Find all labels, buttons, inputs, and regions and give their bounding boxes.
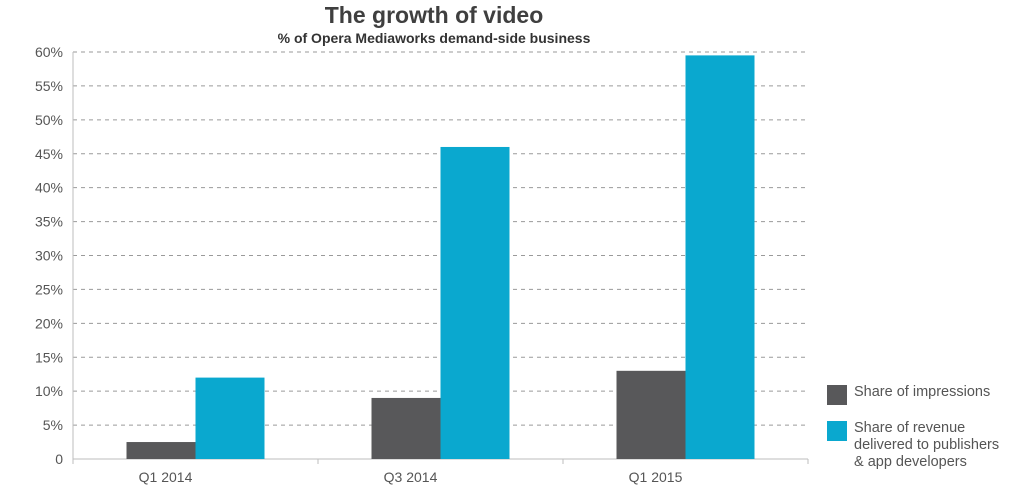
chart-title: The growth of video	[324, 2, 544, 28]
chart-subtitle: % of Opera Mediaworks demand-side busine…	[277, 30, 591, 46]
legend-item-revenue: Share of revenue delivered to publishers…	[827, 420, 1017, 471]
y-tick-label: 20%	[35, 315, 63, 331]
y-tick-label: 5%	[43, 417, 63, 433]
bar-revenue	[685, 55, 755, 460]
legend-label-revenue-line2: delivered to publishers	[854, 437, 1000, 453]
y-tick-label: 10%	[35, 383, 63, 399]
legend-label-revenue-line1: Share of revenue	[854, 420, 966, 436]
legend-label-revenue-line3: & app developers	[854, 454, 967, 470]
y-tick-label: 0	[55, 451, 63, 467]
bar-impressions	[371, 397, 441, 459]
y-tick-label: 30%	[35, 248, 63, 264]
legend-swatch-impressions	[827, 385, 847, 405]
x-tick-label: Q1 2014	[139, 469, 193, 485]
y-tick-label: 55%	[35, 78, 63, 94]
y-tick-label: 50%	[35, 112, 63, 128]
y-tick-label: 25%	[35, 281, 63, 297]
x-tick-label: Q3 2014	[384, 469, 438, 485]
y-tick-label: 60%	[35, 44, 63, 60]
bar-impressions	[616, 370, 686, 459]
bar-revenue	[440, 146, 510, 459]
y-tick-label: 35%	[35, 214, 63, 230]
legend-item-impressions: Share of impressions	[827, 384, 1017, 405]
x-tick-label: Q1 2015	[629, 469, 683, 485]
bar-impressions	[126, 442, 196, 459]
y-tick-label: 45%	[35, 146, 63, 162]
y-tick-label: 40%	[35, 180, 63, 196]
legend-label-impressions: Share of impressions	[854, 384, 991, 400]
legend: Share of impressions Share of revenue de…	[827, 384, 1017, 490]
y-tick-label: 15%	[35, 349, 63, 365]
bar-revenue	[195, 377, 265, 459]
legend-swatch-revenue	[827, 421, 847, 441]
